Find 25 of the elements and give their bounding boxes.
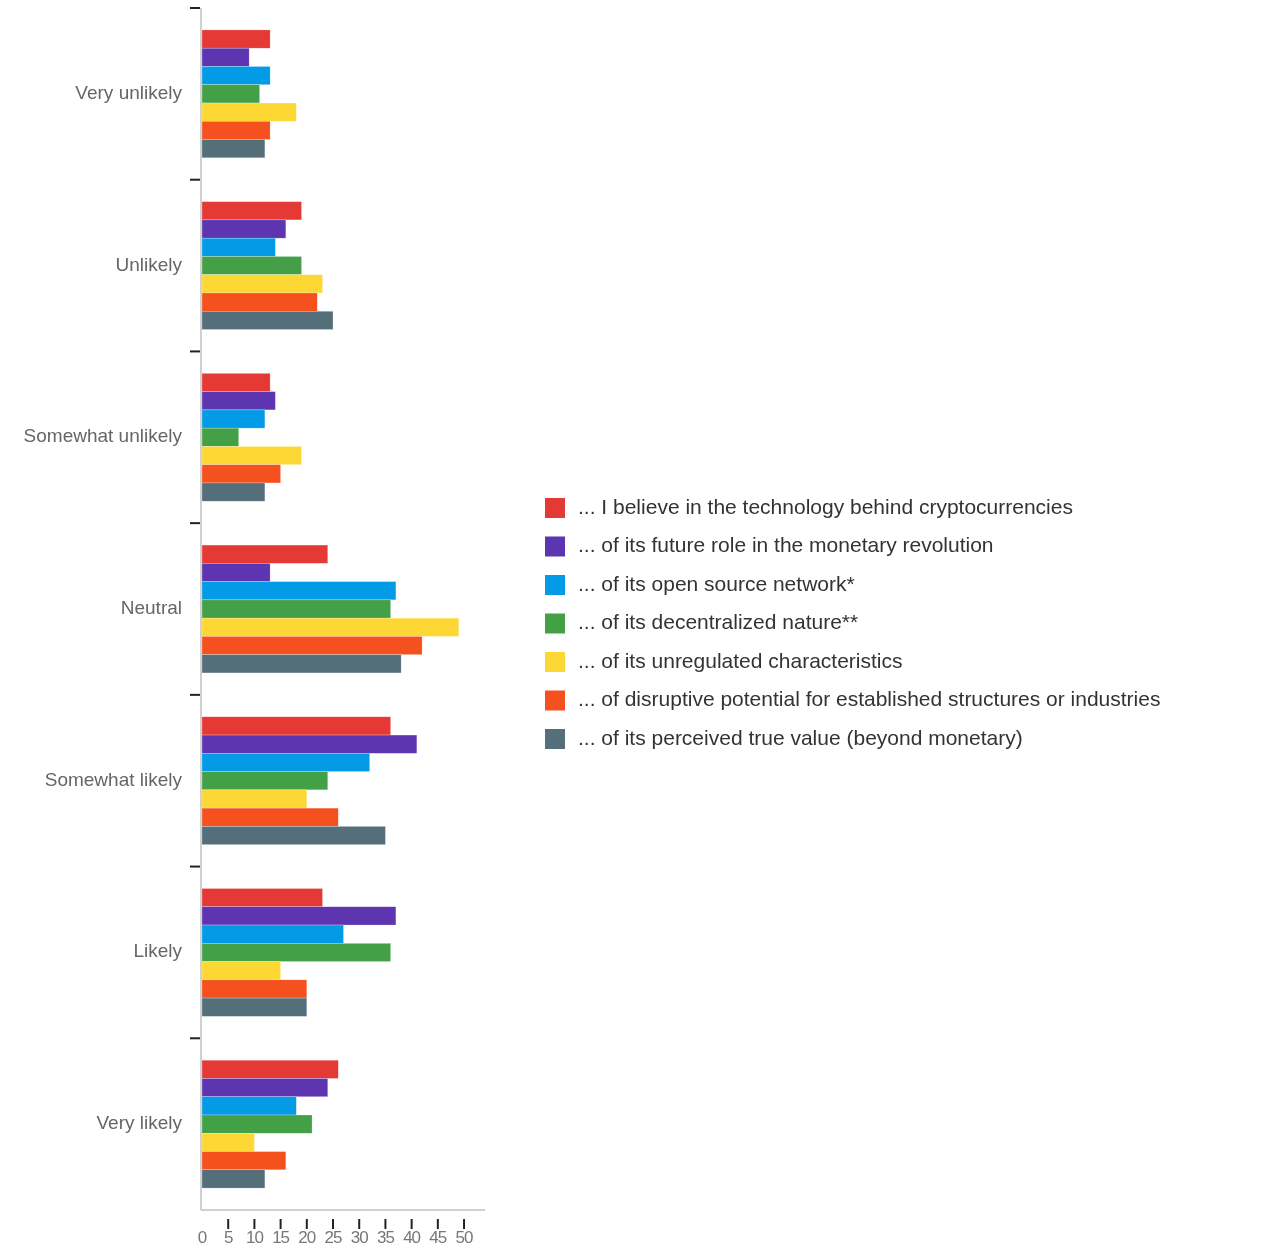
y-tick-label: Unlikely [115,253,183,275]
x-tick-label: 30 [350,1228,369,1247]
y-tick-label: Very unlikely [75,81,183,103]
y-tick-label: Very likely [96,1112,183,1134]
y-tick-label: Somewhat likely [44,768,183,790]
legend-label: ... of disruptive potential for established structures or industries [578,687,1161,711]
legend-label: ... of its unregulated characteristics [578,648,903,672]
x-tick-label: 5 [223,1228,233,1247]
y-tick-label: Neutral [120,597,182,619]
x-tick-label: 50 [455,1228,474,1247]
x-tick-label: 20 [298,1228,316,1247]
x-tick-label: 40 [403,1228,421,1247]
y-tick-label: Likely [133,940,183,962]
x-tick-label: 35 [376,1228,395,1247]
legend-label: ... of its future role in the monetary revolution [578,533,994,557]
legend-label: ... I believe in the technology behind cryptocurrencies [578,494,1073,518]
legend-label: ... of its perceived true value (beyond monetary) [578,725,1023,749]
legend-label: ... of its decentralized nature** [578,610,859,634]
y-tick-label: Somewhat unlikely [23,425,183,447]
x-tick-label: 10 [245,1228,264,1247]
legend-label: ... of its open source network* [578,571,855,595]
x-tick-label: 0 [197,1228,207,1247]
x-tick-label: 15 [272,1228,290,1247]
x-tick-label: 45 [429,1228,447,1247]
x-tick-label: 25 [324,1228,343,1247]
